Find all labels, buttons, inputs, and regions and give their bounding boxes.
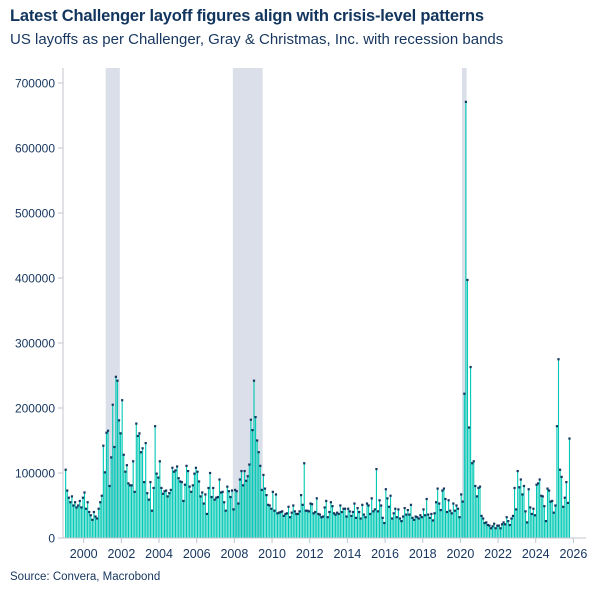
svg-text:2006: 2006 bbox=[183, 547, 211, 561]
svg-text:2020: 2020 bbox=[446, 547, 474, 561]
svg-text:2018: 2018 bbox=[409, 547, 437, 561]
chart-subtitle: US layoffs as per Challenger, Gray & Chr… bbox=[10, 31, 504, 48]
svg-text:700000: 700000 bbox=[15, 77, 55, 91]
y-axis-ticks: 0 100000 200000 300000 400000 500000 600000 700… bbox=[15, 77, 63, 546]
svg-text:200000: 200000 bbox=[15, 402, 55, 416]
svg-text:2014: 2014 bbox=[333, 547, 361, 561]
svg-text:500000: 500000 bbox=[15, 207, 55, 221]
svg-text:2024: 2024 bbox=[522, 547, 550, 561]
source-note: Source: Convera, Macrobond bbox=[10, 571, 161, 583]
svg-text:2008: 2008 bbox=[220, 547, 248, 561]
svg-text:600000: 600000 bbox=[15, 142, 55, 156]
monthly-bars bbox=[65, 101, 571, 538]
svg-text:2016: 2016 bbox=[371, 547, 399, 561]
x-axis-ticks: 2000 2002 2004 2006 2008 2010 2012 2014 2016 2018… bbox=[70, 538, 588, 561]
chart-title: Latest Challenger layoff figures align w… bbox=[10, 7, 484, 25]
svg-text:2004: 2004 bbox=[145, 547, 173, 561]
svg-text:2012: 2012 bbox=[296, 547, 324, 561]
svg-text:2000: 2000 bbox=[70, 547, 98, 561]
svg-text:2002: 2002 bbox=[107, 547, 135, 561]
bar-top-markers bbox=[64, 100, 571, 530]
svg-text:0: 0 bbox=[48, 532, 55, 546]
axes bbox=[62, 68, 586, 539]
svg-text:2026: 2026 bbox=[560, 547, 588, 561]
svg-text:2022: 2022 bbox=[484, 547, 512, 561]
svg-text:300000: 300000 bbox=[15, 337, 55, 351]
svg-text:400000: 400000 bbox=[15, 272, 55, 286]
svg-text:100000: 100000 bbox=[15, 467, 55, 481]
svg-text:2010: 2010 bbox=[258, 547, 286, 561]
